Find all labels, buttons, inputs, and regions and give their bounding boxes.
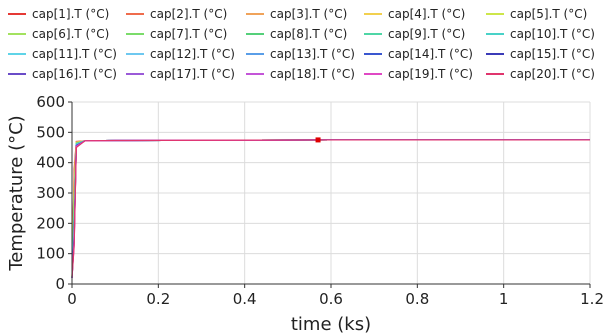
legend-label: cap[11].T (°C) <box>32 47 117 61</box>
legend-item: cap[20].T (°C) <box>486 64 595 84</box>
axes <box>68 101 591 288</box>
legend-label: cap[20].T (°C) <box>510 67 595 81</box>
legend-item: cap[3].T (°C) <box>246 4 347 24</box>
legend-swatch <box>8 73 26 75</box>
legend-swatch <box>126 73 144 75</box>
legend-label: cap[17].T (°C) <box>150 67 235 81</box>
legend-label: cap[4].T (°C) <box>388 7 466 21</box>
legend-swatch <box>364 13 382 15</box>
legend-label: cap[1].T (°C) <box>32 7 110 21</box>
legend-swatch <box>486 33 504 35</box>
x-tick-label: 0.4 <box>233 290 257 308</box>
data-marker <box>315 137 321 143</box>
y-tick-label: 500 <box>36 123 65 141</box>
legend-swatch <box>246 73 264 75</box>
legend-swatch <box>126 13 144 15</box>
legend-label: cap[6].T (°C) <box>32 27 110 41</box>
legend-label: cap[13].T (°C) <box>270 47 355 61</box>
legend-item: cap[19].T (°C) <box>364 64 473 84</box>
legend-item: cap[13].T (°C) <box>246 44 355 64</box>
legend-item: cap[16].T (°C) <box>8 64 117 84</box>
legend-item: cap[6].T (°C) <box>8 24 109 44</box>
chart-legend: cap[1].T (°C) cap[2].T (°C) cap[3].T (°C) c… <box>0 0 610 100</box>
legend-label: cap[19].T (°C) <box>388 67 473 81</box>
legend-item: cap[8].T (°C) <box>246 24 347 44</box>
grid-lines <box>71 101 591 285</box>
legend-item: cap[5].T (°C) <box>486 4 587 24</box>
y-tick-label: 600 <box>36 93 65 111</box>
legend-swatch <box>486 53 504 55</box>
legend-label: cap[12].T (°C) <box>150 47 235 61</box>
y-tick-label: 200 <box>36 214 65 232</box>
legend-item: cap[4].T (°C) <box>364 4 465 24</box>
x-tick-label: 1 <box>499 290 509 308</box>
legend-swatch <box>8 53 26 55</box>
legend-item: cap[15].T (°C) <box>486 44 595 64</box>
legend-item: cap[2].T (°C) <box>126 4 227 24</box>
legend-swatch <box>8 33 26 35</box>
x-tick-label: 0.2 <box>146 290 170 308</box>
legend-item: cap[9].T (°C) <box>364 24 465 44</box>
legend-label: cap[14].T (°C) <box>388 47 473 61</box>
legend-swatch <box>246 13 264 15</box>
legend-label: cap[18].T (°C) <box>270 67 355 81</box>
legend-item: cap[1].T (°C) <box>8 4 109 24</box>
legend-item: cap[12].T (°C) <box>126 44 235 64</box>
legend-swatch <box>126 53 144 55</box>
legend-item: cap[17].T (°C) <box>126 64 235 84</box>
y-tick-label: 0 <box>55 275 65 293</box>
legend-label: cap[5].T (°C) <box>510 7 588 21</box>
legend-label: cap[10].T (°C) <box>510 27 595 41</box>
y-tick-label: 300 <box>36 184 65 202</box>
x-tick-label: 1.2 <box>580 290 604 308</box>
series-line <box>71 139 590 278</box>
legend-item: cap[14].T (°C) <box>364 44 473 64</box>
legend-item: cap[7].T (°C) <box>126 24 227 44</box>
tick-labels: 0 100 200 300 400 500 600 0 0.2 0.4 0.6 0.8 1 1.2 <box>36 93 604 308</box>
y-tick-label: 400 <box>36 154 65 172</box>
legend-label: cap[16].T (°C) <box>32 67 117 81</box>
legend-swatch <box>364 73 382 75</box>
y-tick-label: 100 <box>36 245 65 263</box>
x-tick-label: 0 <box>67 290 77 308</box>
series-lines <box>71 137 590 278</box>
legend-swatch <box>364 53 382 55</box>
legend-swatch <box>486 73 504 75</box>
x-tick-label: 0.8 <box>405 290 429 308</box>
legend-item: cap[18].T (°C) <box>246 64 355 84</box>
legend-label: cap[8].T (°C) <box>270 27 348 41</box>
legend-swatch <box>486 13 504 15</box>
legend-item: cap[10].T (°C) <box>486 24 595 44</box>
legend-swatch <box>364 33 382 35</box>
x-axis-title: time (ks) <box>291 314 371 333</box>
legend-label: cap[9].T (°C) <box>388 27 466 41</box>
legend-item: cap[11].T (°C) <box>8 44 117 64</box>
legend-label: cap[15].T (°C) <box>510 47 595 61</box>
legend-swatch <box>8 13 26 15</box>
legend-label: cap[7].T (°C) <box>150 27 228 41</box>
legend-swatch <box>246 33 264 35</box>
legend-swatch <box>126 33 144 35</box>
legend-swatch <box>246 53 264 55</box>
legend-label: cap[3].T (°C) <box>270 7 348 21</box>
x-tick-label: 0.6 <box>319 290 343 308</box>
y-axis-title: Temperature (°C) <box>6 115 27 271</box>
legend-label: cap[2].T (°C) <box>150 7 228 21</box>
